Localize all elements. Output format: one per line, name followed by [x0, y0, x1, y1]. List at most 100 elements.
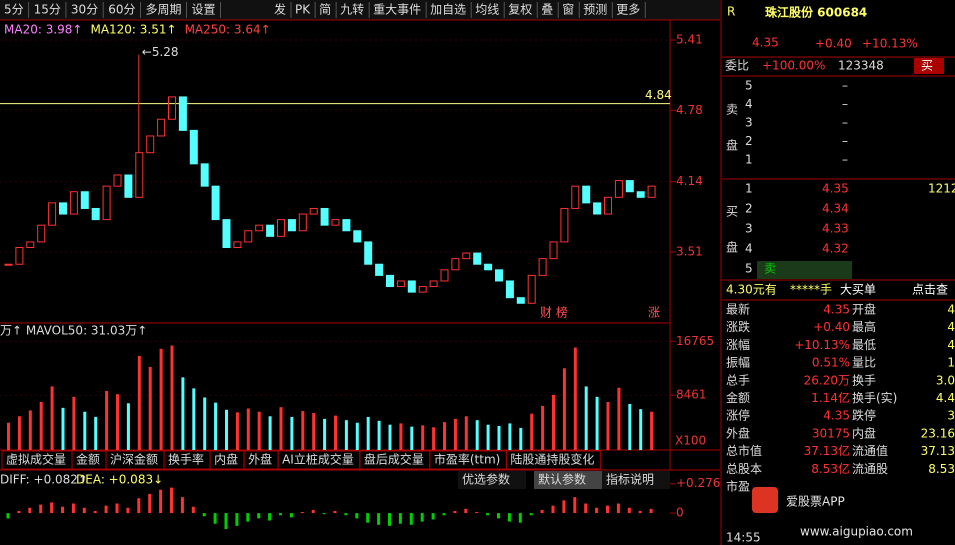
level-no: 3 — [745, 222, 753, 236]
indicator-tab[interactable]: 外盘 — [248, 452, 272, 467]
toolbar-tab[interactable]: 九转 — [340, 2, 364, 17]
level-price: – — [842, 134, 848, 148]
stat-label: 换手 — [852, 373, 876, 387]
indicator-tab[interactable]: 沪深金额 — [110, 452, 158, 467]
volume-bar — [650, 411, 654, 450]
volume-bar — [83, 411, 87, 450]
volume-bar — [61, 407, 65, 450]
toolbar-tab[interactable]: 复权 — [508, 3, 532, 17]
candle — [342, 219, 351, 232]
stat-label: 换手(实) — [852, 390, 897, 405]
level-vol: 1212 — [928, 182, 955, 196]
indicator-tab[interactable]: 陆股通持股变化 — [510, 452, 594, 467]
level-no: 4 — [745, 242, 753, 256]
volume-bar — [530, 413, 534, 450]
level-no: 3 — [745, 116, 753, 130]
toolbar-tab[interactable]: 更多 — [616, 3, 640, 17]
candle — [429, 280, 438, 288]
volume-label: 万↑ MAVOL50: 31.03万↑ — [0, 324, 147, 338]
toolbar-tab[interactable]: 发 — [274, 2, 286, 17]
indicator-tab[interactable]: 虚拟成交量 — [6, 452, 66, 467]
level-no: 1 — [745, 153, 753, 167]
candle — [549, 241, 558, 260]
logo-bg — [752, 487, 778, 513]
y-tick-label: 4.78 — [676, 103, 703, 117]
volume-bar — [148, 366, 152, 450]
candle — [386, 274, 394, 288]
ref-label: 4.84 — [645, 88, 672, 102]
level-price: – — [842, 79, 848, 93]
volume-bar — [159, 348, 163, 450]
big-order: 4.30元有 — [726, 283, 777, 297]
candle — [287, 219, 296, 232]
watermark-url: www.aigupiao.com — [800, 525, 913, 539]
stat-value: 4 — [947, 338, 955, 352]
indicator-tab[interactable]: 换手率 — [168, 452, 204, 467]
indicator-label: MA250: 3.64↑ — [185, 23, 271, 37]
candle — [527, 274, 536, 304]
volume-bar — [28, 410, 32, 450]
param-button[interactable]: 优选参数 — [462, 472, 510, 487]
volume-bar — [192, 388, 196, 450]
toolbar-tab[interactable]: 加自选 — [430, 3, 466, 17]
volume-bar — [562, 368, 566, 450]
level-no: 2 — [745, 202, 753, 216]
change-pct: +10.13% — [862, 37, 918, 51]
volume-bar — [617, 387, 621, 450]
volume-bar — [50, 386, 54, 450]
param-button[interactable]: 默认参数 — [538, 472, 586, 487]
toolbar-tab[interactable]: 60分 — [108, 3, 135, 17]
event-tag: 财 榜 — [540, 305, 568, 320]
toolbar-tab[interactable]: 预测 — [583, 3, 607, 17]
toolbar-tab[interactable]: 窗 — [562, 3, 574, 17]
toolbar-tab[interactable]: 叠 — [541, 3, 553, 17]
candle — [484, 263, 493, 271]
volume-bar — [225, 409, 228, 450]
toolbar-tab[interactable]: 简 — [319, 3, 331, 17]
volume-bar — [464, 416, 468, 450]
level-price: 4.32 — [822, 242, 849, 256]
stock-name: 珠江股份 600684 — [765, 5, 867, 20]
volume-bar — [137, 355, 141, 450]
candle — [200, 163, 209, 187]
candle — [59, 202, 67, 215]
macd-label: DIFF: +0.082↑ — [0, 473, 88, 487]
indicator-tab[interactable]: 盘后成交量 — [364, 452, 424, 467]
stat-label: 涨幅 — [726, 337, 750, 352]
stat-value: +0.40 — [813, 320, 850, 334]
toolbar-tab[interactable]: 30分 — [71, 3, 98, 17]
candle — [364, 241, 373, 265]
volume-bar — [246, 408, 250, 450]
candle — [451, 258, 460, 271]
candle — [80, 191, 89, 209]
volume-bar — [432, 427, 436, 450]
toolbar-tab[interactable]: PK — [295, 3, 311, 17]
indicator-tab[interactable]: 市盈率(ttm) — [434, 452, 500, 467]
volume-bar — [388, 424, 392, 450]
indicator-tab[interactable]: 金额 — [76, 452, 100, 467]
weibi-vol: 123348 — [838, 59, 884, 73]
indicator-label: MA20: 3.98↑ — [4, 23, 82, 37]
stat-label: 内盘 — [852, 425, 876, 440]
toolbar-tab[interactable]: 5分 — [4, 3, 24, 17]
toolbar-tab[interactable]: 多周期 — [145, 3, 181, 17]
indicator-tab[interactable]: 内盘 — [214, 452, 238, 467]
stat-value: 30175 — [812, 426, 850, 440]
toolbar-tab[interactable]: 15分 — [34, 3, 61, 17]
stat-label: 总股本 — [726, 462, 762, 476]
buy-button[interactable]: 买 — [921, 59, 933, 73]
candle — [91, 207, 100, 221]
indicator-tab[interactable]: AI立桩成交量 — [282, 452, 354, 467]
param-button[interactable]: 指标说明 — [606, 472, 654, 487]
candle — [233, 241, 242, 249]
toolbar-tab[interactable]: 重大事件 — [373, 3, 421, 17]
volume-bar — [410, 426, 414, 450]
candle — [298, 213, 307, 232]
big-order: 大买单 — [840, 283, 876, 297]
side-label: 买 — [726, 205, 738, 219]
candle — [178, 96, 187, 131]
toolbar-tab[interactable]: 设置 — [192, 3, 216, 17]
toolbar-tab[interactable]: 均线 — [475, 3, 499, 17]
volume-bar — [486, 424, 490, 450]
